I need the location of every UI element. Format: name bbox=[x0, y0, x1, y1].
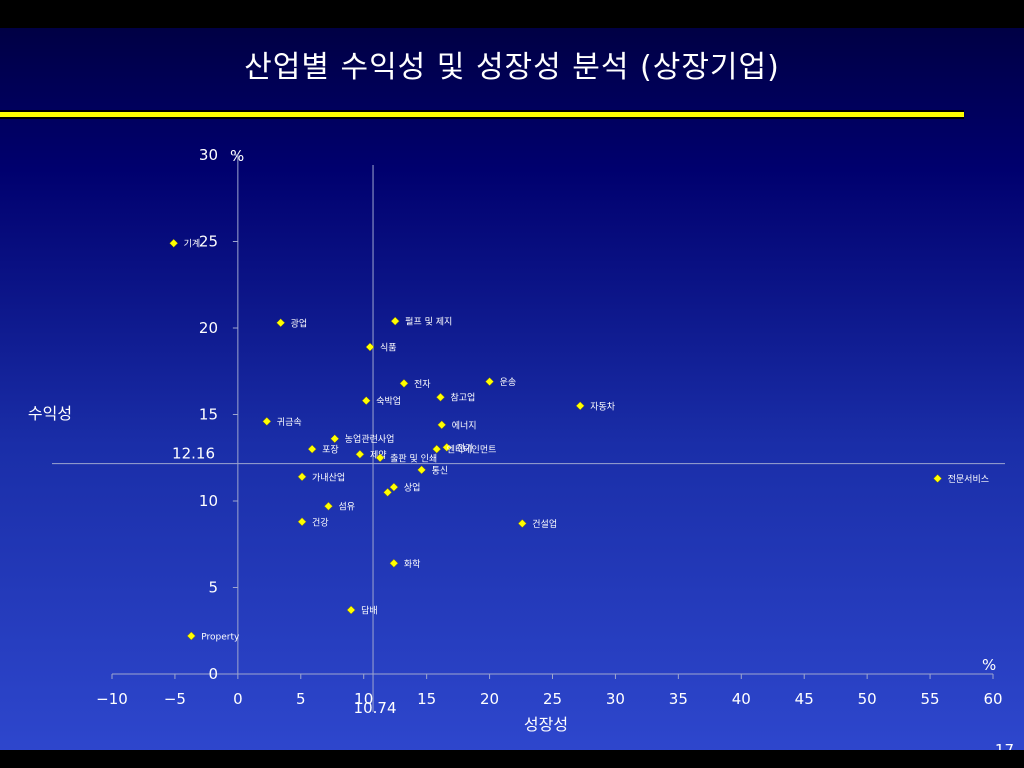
data-point-marker bbox=[517, 519, 527, 528]
data-point-label: 건설업 bbox=[532, 519, 557, 530]
data-point-label: 참고업 bbox=[450, 393, 475, 404]
data-point-label: 기계 bbox=[184, 238, 201, 250]
data-point-label: 자동차 bbox=[590, 400, 616, 412]
x-tick-label: 5 bbox=[296, 690, 306, 708]
data-point-label: 에너지 bbox=[452, 420, 477, 431]
axes bbox=[111, 154, 994, 679]
data-point-label: 엔터테인먼트 bbox=[447, 445, 497, 456]
data-point-label: 전문서비스 bbox=[948, 474, 989, 485]
data-point-label: 포장 bbox=[322, 445, 339, 456]
data-point-label: 건강 bbox=[312, 517, 329, 528]
reference-label-x: 10.74 bbox=[354, 699, 397, 717]
x-tick-label: −10 bbox=[96, 690, 128, 708]
data-point-label: 식품 bbox=[380, 343, 397, 354]
y-tick-label: 15 bbox=[199, 406, 218, 424]
top-band bbox=[0, 0, 1024, 28]
data-point-label: 전자 bbox=[414, 379, 431, 390]
data-point-label: 펄프 및 제지 bbox=[405, 316, 452, 328]
y-tick-label: 5 bbox=[208, 579, 218, 597]
data-point-marker bbox=[365, 342, 375, 352]
y-tick-label: 10 bbox=[199, 492, 218, 510]
y-axis-title: 수익성 bbox=[28, 404, 72, 423]
data-point-label: 화학 bbox=[404, 559, 421, 570]
data-point-label: 농업관련사업 bbox=[345, 434, 395, 445]
x-tick-label: 55 bbox=[921, 690, 940, 708]
reference-lines: 10.74 12.16 bbox=[52, 165, 1005, 717]
data-point-marker bbox=[169, 238, 179, 248]
data-point-marker bbox=[389, 482, 399, 492]
x-tick-label: 50 bbox=[858, 690, 877, 708]
data-point-label: 전기 bbox=[457, 443, 474, 454]
data-point-label: 통신 bbox=[432, 465, 449, 476]
data-point-marker bbox=[436, 392, 445, 402]
data-point-marker bbox=[485, 377, 494, 386]
data-point-label: 담배 bbox=[361, 604, 378, 616]
x-tick-label: 0 bbox=[233, 690, 243, 708]
x-tick-label: 40 bbox=[732, 690, 751, 708]
x-tick-label: 20 bbox=[480, 690, 499, 708]
tick-labels: −10 −5 0 5 10 15 20 25 30 35 40 45 50 55 60 0 5 10 15 20 25 3… bbox=[96, 146, 1002, 708]
x-axis-title: 성장성 bbox=[524, 715, 568, 734]
data-point-marker bbox=[361, 396, 371, 406]
bottom-band bbox=[0, 750, 1024, 768]
data-point-marker bbox=[417, 465, 426, 475]
x-tick-label: 60 bbox=[983, 690, 1002, 708]
title-underline bbox=[0, 110, 964, 119]
data-point-label: 숙박업 bbox=[376, 396, 401, 407]
data-point-marker bbox=[297, 472, 307, 482]
data-point-marker bbox=[307, 444, 317, 454]
data-point-marker bbox=[262, 417, 272, 426]
data-point-marker bbox=[437, 420, 447, 430]
x-tick-label: −5 bbox=[164, 690, 186, 708]
data-point-marker bbox=[276, 318, 286, 328]
y-tick-label: 25 bbox=[199, 233, 218, 251]
y-axis-unit: % bbox=[230, 147, 244, 165]
x-tick-label: 25 bbox=[543, 690, 562, 708]
data-point-marker bbox=[432, 444, 442, 454]
reference-label-y: 12.16 bbox=[172, 445, 215, 463]
data-point-label: 상업 bbox=[404, 483, 421, 494]
x-tick-label: 45 bbox=[795, 690, 814, 708]
y-tick-label: 20 bbox=[199, 319, 218, 337]
data-point-marker bbox=[330, 434, 340, 444]
slide-title: 산업별 수익성 및 성장성 분석 (상장기업) bbox=[244, 50, 780, 85]
x-tick-label: 10 bbox=[354, 690, 373, 708]
data-point-marker bbox=[297, 517, 307, 527]
x-tick-label: 35 bbox=[669, 690, 688, 708]
y-tick-label: 30 bbox=[199, 146, 218, 164]
data-point-label: 귀금속 bbox=[277, 417, 302, 428]
data-point-marker bbox=[399, 379, 409, 388]
data-point-marker bbox=[383, 487, 392, 497]
data-point-label: 가내산업 bbox=[312, 472, 345, 483]
x-tick-label: 30 bbox=[606, 690, 625, 708]
data-point-label: 운송 bbox=[500, 377, 517, 388]
data-point-label: 광업 bbox=[291, 317, 308, 329]
data-point-marker bbox=[355, 449, 365, 459]
x-axis-unit: % bbox=[982, 656, 996, 674]
x-tick-label: 15 bbox=[417, 690, 436, 708]
data-point-marker bbox=[933, 474, 942, 483]
data-point-marker bbox=[389, 558, 399, 568]
data-point-marker bbox=[186, 631, 196, 641]
data-point-marker bbox=[324, 501, 333, 511]
data-point-marker bbox=[575, 401, 585, 411]
data-point-label: Property bbox=[201, 632, 240, 642]
data-point-label: 출판 및 인쇄 bbox=[390, 452, 437, 464]
data-point-marker bbox=[346, 605, 356, 615]
data-point-marker bbox=[375, 453, 385, 463]
y-tick-label: 0 bbox=[208, 665, 218, 683]
data-point-label: 섬유 bbox=[338, 502, 355, 513]
data-point-marker bbox=[390, 316, 400, 326]
data-point-marker bbox=[442, 443, 452, 452]
